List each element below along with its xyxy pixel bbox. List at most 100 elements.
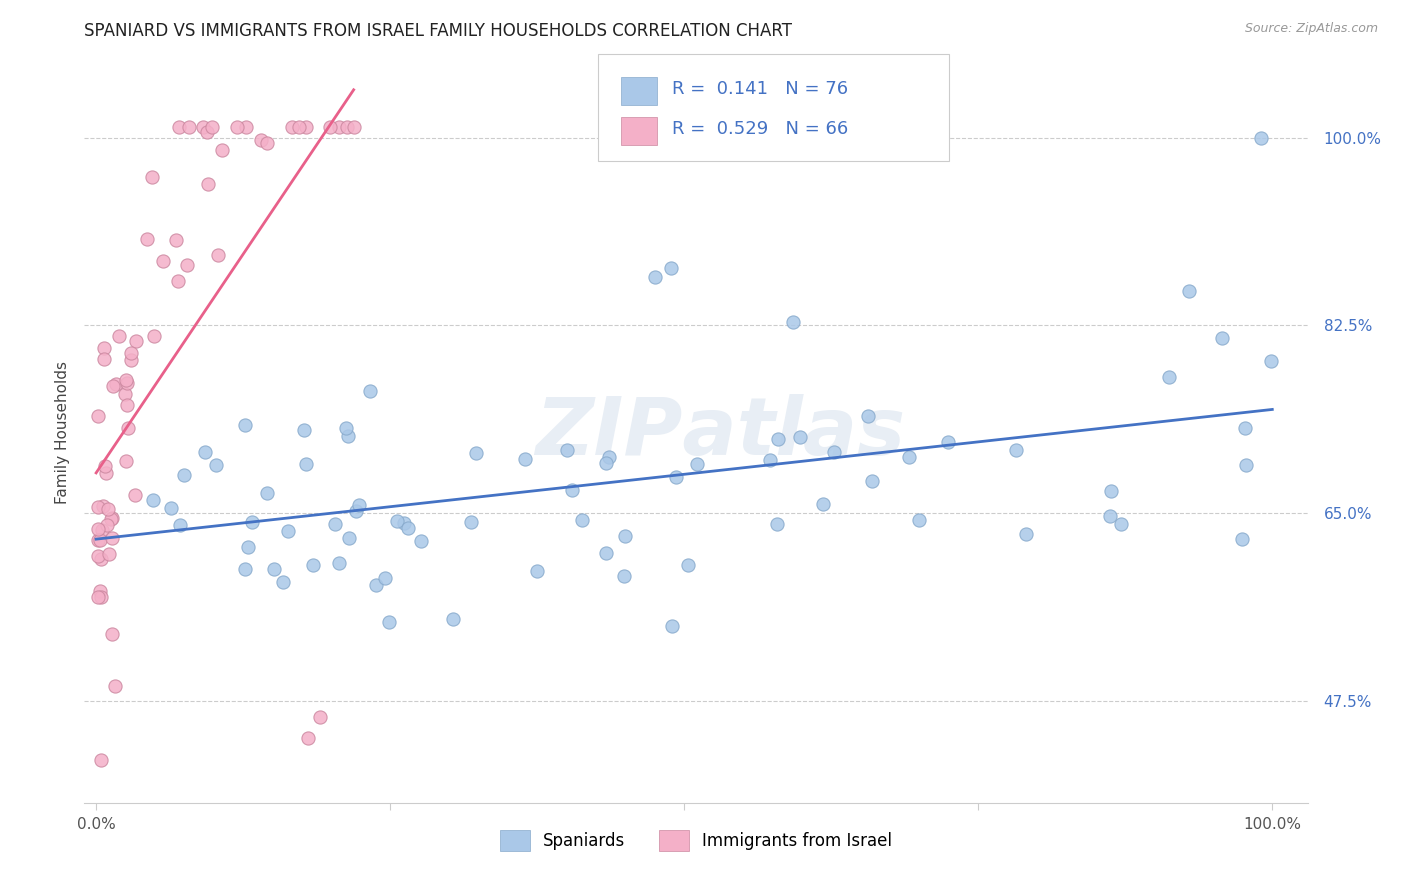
Point <box>337 429 360 443</box>
Point <box>104 679 127 693</box>
Point <box>685 457 707 471</box>
Text: SPANIARD VS IMMIGRANTS FROM ISRAEL FAMILY HOUSEHOLDS CORRELATION CHART: SPANIARD VS IMMIGRANTS FROM ISRAEL FAMIL… <box>84 22 793 40</box>
Point <box>661 619 683 633</box>
Text: R =  0.141   N = 76: R = 0.141 N = 76 <box>672 80 848 98</box>
Point <box>387 514 409 528</box>
Point <box>120 352 142 367</box>
Point <box>87 409 110 423</box>
Point <box>295 457 318 471</box>
Point <box>1234 458 1257 472</box>
Point <box>197 178 219 192</box>
Point <box>374 571 396 585</box>
Point <box>613 568 636 582</box>
Point <box>676 558 699 573</box>
Point <box>561 483 583 498</box>
Point <box>211 144 233 158</box>
Point <box>1157 369 1180 384</box>
Point <box>124 488 146 502</box>
Point <box>87 522 110 536</box>
Point <box>782 315 804 329</box>
Point <box>273 575 295 590</box>
Point <box>256 136 278 150</box>
Point <box>141 170 163 185</box>
Point <box>1178 285 1201 299</box>
Point <box>100 512 122 526</box>
Point <box>323 517 346 532</box>
Point <box>236 540 259 554</box>
Point <box>93 341 115 355</box>
Point <box>936 435 959 450</box>
Point <box>89 533 111 548</box>
Point <box>101 378 124 392</box>
Point <box>115 454 138 468</box>
Point <box>898 450 921 465</box>
Point <box>328 557 350 571</box>
Point <box>101 627 124 641</box>
Point <box>165 233 187 247</box>
Point <box>1015 526 1038 541</box>
Point <box>378 615 401 629</box>
Point <box>195 125 218 139</box>
Point <box>90 591 112 605</box>
Point <box>117 376 139 391</box>
Point <box>349 498 371 512</box>
Point <box>759 453 782 467</box>
Point <box>115 373 138 387</box>
Point <box>297 731 319 746</box>
Point <box>598 450 620 465</box>
Point <box>263 562 285 576</box>
Point <box>644 270 666 285</box>
Point <box>319 120 342 134</box>
Point <box>359 384 381 398</box>
Point <box>143 328 166 343</box>
Point <box>1232 532 1254 546</box>
Point <box>1260 354 1282 368</box>
Point <box>152 254 174 268</box>
Point <box>191 120 214 134</box>
Point <box>235 120 257 134</box>
Point <box>176 258 198 272</box>
Point <box>294 120 316 134</box>
Point <box>93 352 115 367</box>
Point <box>335 421 357 435</box>
Point <box>595 456 617 470</box>
Point <box>97 502 120 516</box>
Point <box>87 533 110 548</box>
Point <box>1099 508 1122 523</box>
Text: R =  0.529   N = 66: R = 0.529 N = 66 <box>672 120 848 138</box>
Point <box>908 513 931 527</box>
Point <box>1005 442 1028 457</box>
Point <box>240 515 263 529</box>
Point <box>87 590 110 604</box>
Point <box>256 485 278 500</box>
Point <box>789 430 811 444</box>
Point <box>167 274 190 288</box>
Point <box>108 328 131 343</box>
Point <box>90 753 112 767</box>
Point <box>124 334 146 348</box>
Point <box>90 552 112 566</box>
Point <box>160 501 183 516</box>
Y-axis label: Family Households: Family Households <box>55 361 70 504</box>
Point <box>294 424 316 438</box>
Point <box>105 377 128 392</box>
Point <box>117 398 139 412</box>
Point <box>364 578 387 592</box>
Point <box>460 515 482 529</box>
Point <box>120 346 142 360</box>
Point <box>823 445 845 459</box>
Point <box>411 534 433 549</box>
Point <box>117 421 139 435</box>
Point <box>396 521 419 535</box>
Point <box>207 248 229 262</box>
Point <box>173 467 195 482</box>
Point <box>114 386 136 401</box>
Point <box>614 529 637 543</box>
Point <box>308 710 330 724</box>
Point <box>1109 516 1132 531</box>
Point <box>233 562 256 576</box>
Point <box>94 467 117 481</box>
Point <box>101 531 124 545</box>
Point <box>595 546 617 560</box>
Point <box>337 531 360 545</box>
